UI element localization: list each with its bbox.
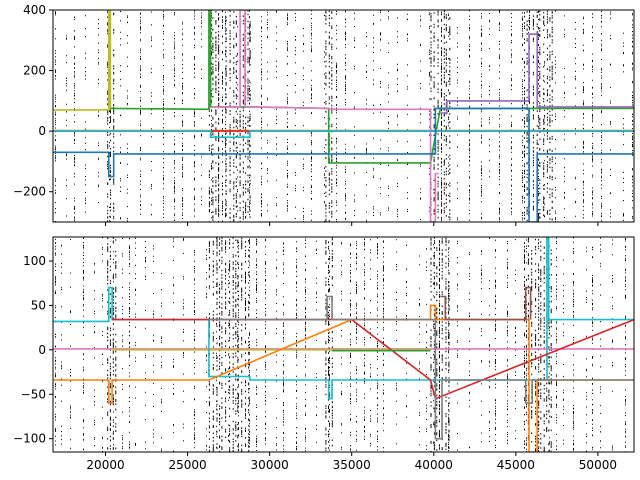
y-tick-label: 0 [38, 343, 46, 357]
series-line-3 [112, 318, 634, 400]
x-tick-label: 30000 [251, 458, 289, 472]
y-tick-label: 100 [23, 254, 46, 268]
y-tick-label: 400 [23, 3, 46, 17]
series-group [53, 237, 634, 452]
y-tick-label: −50 [21, 387, 46, 401]
x-tick-label: 25000 [168, 458, 206, 472]
series-line-4 [53, 304, 634, 452]
x-tick-label: 35000 [333, 458, 371, 472]
plot-frame [52, 9, 635, 223]
series-line-6 [53, 107, 634, 222]
y-tick-label: 200 [23, 64, 46, 78]
y-tick-label: 0 [38, 124, 46, 138]
series-line-2 [53, 237, 634, 400]
x-tick-label: 40000 [415, 458, 453, 472]
series-group [53, 10, 634, 222]
series-line-4 [210, 10, 439, 222]
x-tick-label: 45000 [497, 458, 535, 472]
y-tick-label: −200 [13, 185, 46, 199]
y-tick-label: −100 [13, 432, 46, 446]
top-plot: −200 0 200 400 [13, 3, 635, 226]
series-line-2 [53, 10, 112, 111]
series-line-7 [440, 286, 532, 321]
y-tick-label: 50 [31, 298, 46, 312]
x-tick-label: 50000 [579, 458, 617, 472]
x-tick-label: 20000 [86, 458, 124, 472]
plot-frame [52, 236, 635, 453]
series-line-5 [208, 295, 634, 440]
bottom-plot: 20000 25000 30000 35000 40000 45000 50000 −100 −… [13, 236, 635, 472]
series-line-5 [53, 130, 634, 138]
series-line-7 [440, 33, 634, 114]
